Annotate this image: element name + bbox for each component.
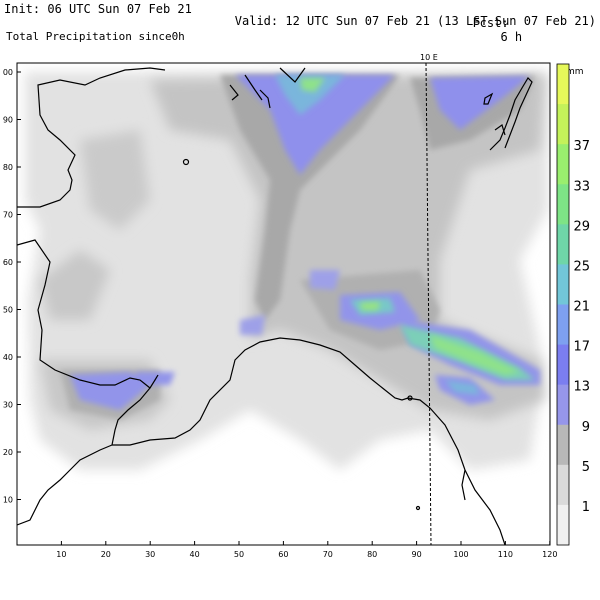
legend-swatch [557, 424, 569, 466]
legend-label: 13 [573, 380, 590, 395]
legend-label: 17 [573, 340, 590, 355]
legend-swatch [557, 184, 569, 225]
legend-label: 25 [573, 259, 590, 274]
y-axis-ticks: 10 20 30 40 50 60 70 80 90 00 [3, 68, 21, 505]
precipitation-field [25, 72, 548, 470]
x-tick-label: 10 [56, 550, 66, 559]
coastlines [17, 67, 533, 545]
legend-label: 37 [573, 139, 590, 154]
legend-swatch [557, 304, 569, 346]
x-tick-label: 40 [190, 550, 200, 559]
x-axis-ticks: 10 20 30 40 50 60 70 80 90 100 110 120 [56, 541, 557, 559]
legend-frame [556, 63, 570, 546]
legend-label: 21 [573, 300, 590, 315]
precip-legend: mm 1 5 9 13 17 21 25 29 33 37 [556, 63, 590, 546]
precip-level-29 [300, 78, 520, 375]
y-tick-label: 20 [3, 448, 13, 457]
meridian-10e-line [425, 62, 432, 546]
y-tick-label: 30 [3, 401, 13, 410]
forecast-label-text: Fcst: [472, 16, 509, 30]
x-tick-label: 100 [453, 550, 468, 559]
forecast-label: Fcst: 6 h [458, 2, 522, 44]
legend-unit: mm [566, 67, 584, 77]
x-tick-label: 110 [498, 550, 513, 559]
x-tick-label: 50 [234, 550, 244, 559]
legend-swatch [557, 384, 569, 426]
legend-label: 33 [573, 179, 590, 194]
valid-time-label: Valid: 12 UTC Sun 07 Feb 21 (13 LST Sun … [234, 14, 596, 28]
legend-label: 5 [582, 460, 590, 475]
legend-label: 9 [582, 420, 590, 435]
legend-swatch [557, 224, 569, 265]
product-title: Total Precipitation since0h [6, 30, 185, 43]
x-tick-label: 120 [542, 550, 557, 559]
legend-label: 1 [582, 500, 590, 515]
y-tick-label: 70 [3, 211, 13, 220]
y-tick-label: 50 [3, 306, 13, 315]
y-tick-label: 90 [3, 116, 13, 125]
meridian-label: 10 E [420, 53, 438, 62]
legend-swatch [557, 264, 569, 305]
y-tick-label: 80 [3, 163, 13, 172]
legend-swatch [557, 104, 569, 145]
y-tick-label: 10 [3, 496, 13, 505]
y-tick-label: 40 [3, 353, 13, 362]
legend-swatch [557, 504, 569, 546]
x-tick-label: 90 [412, 550, 422, 559]
legend-label: 29 [573, 219, 590, 234]
forecast-hours-value: 6 h [500, 30, 523, 44]
x-tick-label: 80 [367, 550, 377, 559]
y-tick-label: 00 [3, 68, 13, 77]
x-tick-label: 30 [145, 550, 155, 559]
x-tick-label: 60 [278, 550, 288, 559]
legend-swatch [557, 64, 569, 105]
y-tick-label: 60 [3, 258, 13, 267]
x-tick-label: 20 [101, 550, 111, 559]
x-tick-label: 70 [323, 550, 333, 559]
init-time-label: Init: 06 UTC Sun 07 Feb 21 [4, 2, 192, 16]
legend-swatch [557, 344, 569, 386]
legend-swatch [557, 144, 569, 185]
legend-swatch [557, 464, 569, 506]
